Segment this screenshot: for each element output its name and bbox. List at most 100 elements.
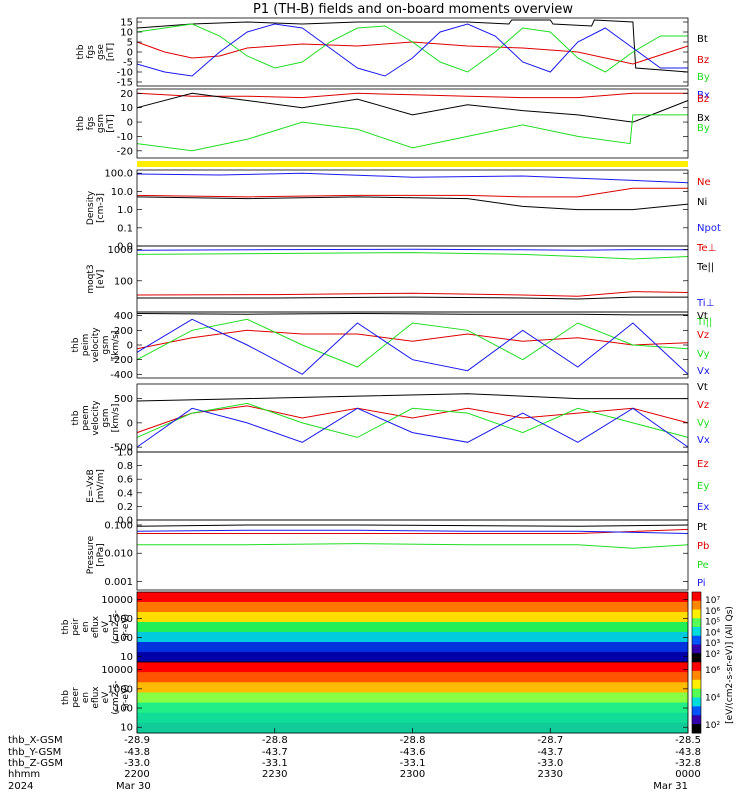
colorbar-segment — [692, 662, 701, 672]
series-line-Vt — [136, 312, 688, 316]
time-axis-value: -43.8 — [124, 747, 150, 758]
time-axis-value: -32.8 — [675, 758, 701, 769]
series-line-Pt — [136, 524, 689, 527]
colorbar-segment — [692, 706, 701, 716]
series-line-Vz — [136, 329, 689, 350]
panel-peem_velocity: Vt Vz Vy Vx 500 0 -500 thb peem velocity gsm [km/s] — [71, 382, 710, 454]
panel-moments_temperature: Te⊥ Te|| Ti⊥ Ti|| 1000 100 moqt3 [eV] — [86, 243, 716, 328]
y-tick-label: -20 — [117, 146, 133, 157]
y-axis-label-line: [km/s] — [111, 404, 121, 433]
y-axis-label-line: peer — [71, 687, 81, 708]
y-tick-label: 0.2 — [117, 502, 133, 513]
y-tick-label: 500 — [114, 394, 133, 405]
time-axis-value: -33.0 — [537, 758, 563, 769]
series-line-Vx — [136, 318, 689, 375]
y-tick-label: 1000 — [108, 684, 133, 695]
y-tick-label: 0.100 — [104, 520, 133, 531]
legend-entry: Pb — [697, 541, 709, 552]
spectrogram-band — [137, 602, 688, 613]
y-tick-label: 0.0 — [117, 242, 133, 253]
y-tick-label: 10 — [120, 103, 133, 114]
series-line-Pb — [137, 528, 689, 534]
time-axis-value: -43.6 — [400, 747, 426, 758]
time-axis-row-label: thb_Y-GSM — [8, 747, 61, 758]
colorbar-segment — [692, 618, 701, 628]
y-tick-label: 0.4 — [117, 488, 133, 499]
time-axis-value: -28.9 — [124, 735, 150, 746]
colorbar-segment — [692, 609, 701, 619]
y-tick-label: -500 — [110, 443, 133, 454]
series-line-By — [136, 114, 688, 152]
y-axis-label-line: gsm — [101, 408, 111, 427]
panel-frame — [136, 519, 689, 591]
y-tick-label: 100 — [114, 704, 133, 715]
y-axis-label-line: en — [81, 692, 91, 703]
series-line-Bx — [136, 92, 689, 123]
time-axis-value: 2300 — [400, 769, 425, 780]
colorbar-label: [eV/(cm2-s-sr-eV)] (All Qs) — [725, 606, 735, 724]
colorbar-tick-label: 10⁶ — [705, 666, 720, 676]
panel-frame — [136, 88, 689, 159]
y-axis-label-line: gsm — [101, 335, 111, 354]
time-axis-value: -28.8 — [262, 735, 288, 746]
y-tick-label: 0.0 — [117, 516, 133, 527]
panel-efield: Ez Ey Ex 1.0 0.8 0.6 0.4 0.2 0.0 E=-VxB [mV/m] — [86, 448, 709, 527]
y-tick-label: 1000 — [108, 245, 133, 256]
time-axis-row-label: 2024 — [8, 781, 33, 792]
legend-entry: Npot — [697, 223, 721, 234]
series-line-Npot — [136, 172, 689, 184]
time-axis-value: -28.5 — [675, 735, 701, 746]
spectrogram-band — [137, 652, 688, 663]
panel-peim_velocity: Vt Vz Vy Vx 400 200 0 -200 -400 thb peim velocity gs… — [71, 311, 710, 381]
legend-entry: Vy — [697, 418, 710, 429]
series-line-Vy — [136, 318, 689, 368]
plot-title: P1 (TH-B) fields and on-board moments ov… — [253, 2, 573, 17]
series-line-Ti|| — [136, 252, 689, 260]
time-axis-value: -43.7 — [262, 747, 288, 758]
y-tick-label: 5 — [127, 38, 133, 49]
y-axis-label-line: [eV] — [96, 270, 106, 289]
colorbar-tick-label: 10⁵ — [705, 618, 720, 628]
y-tick-label: 10.0 — [111, 187, 133, 198]
colorbar-tick-label: 10⁴ — [705, 628, 720, 638]
y-tick-label: 200 — [114, 326, 133, 337]
legend-entry: Vy — [697, 349, 710, 360]
legend-entry: By — [697, 72, 710, 83]
y-axis-label-line: thb — [61, 690, 71, 705]
series-line-Pe — [137, 543, 689, 549]
y-tick-label: 10000 — [101, 595, 133, 606]
time-axis-row-label: hhmm — [8, 769, 40, 780]
series-line-Vx — [136, 407, 689, 448]
spectrogram-band — [137, 712, 688, 724]
y-tick-label: 1000 — [108, 614, 133, 625]
spectrogram-band — [137, 612, 688, 623]
y-axis-label-line: (cm2-s- — [111, 680, 121, 714]
legend-entry: Pi — [697, 578, 706, 589]
y-tick-label: -10 — [117, 132, 133, 143]
y-axis-label-line: gsm — [96, 114, 106, 133]
legend-entry: Ti⊥ — [696, 298, 714, 309]
y-axis-label-line: fgs — [86, 116, 96, 130]
y-axis-label-line: peim — [81, 334, 91, 357]
series-line-Ti⊥ — [136, 248, 689, 251]
panel-peer_en_eflux: 10⁶ 10⁴ 10² 10000 1000 100 10 thb peer en eflux eV(… — [61, 661, 720, 734]
y-tick-label: 10 — [120, 28, 133, 39]
time-axis-value: Mar 31 — [653, 781, 688, 792]
y-tick-label: -10 — [117, 68, 133, 79]
series-line-Bt — [136, 19, 689, 73]
y-axis-label-line: E=-VxB — [86, 469, 96, 503]
y-tick-label: 0 — [127, 118, 133, 129]
legend-entry: Ti|| — [696, 317, 712, 328]
legend-entry: Bz — [697, 94, 709, 105]
colorbar-segment — [692, 670, 701, 681]
y-axis-label-line: en — [81, 621, 91, 632]
panel-density: Ne Ni Npot 100.0 10.0 1.0 0.1 0.0 Density [cm-3] — [86, 169, 721, 253]
y-axis-label-line: sr-eV) — [121, 684, 131, 710]
colorbar-frame — [691, 661, 702, 734]
time-axis-row-label: thb_X-GSM — [8, 735, 63, 746]
colorbar-tick-label: 10² — [705, 721, 720, 731]
series-line-Bz — [136, 41, 689, 65]
y-axis-label-line: eV — [101, 620, 111, 633]
spectrogram-band — [137, 672, 688, 683]
y-tick-label: 400 — [114, 311, 133, 322]
